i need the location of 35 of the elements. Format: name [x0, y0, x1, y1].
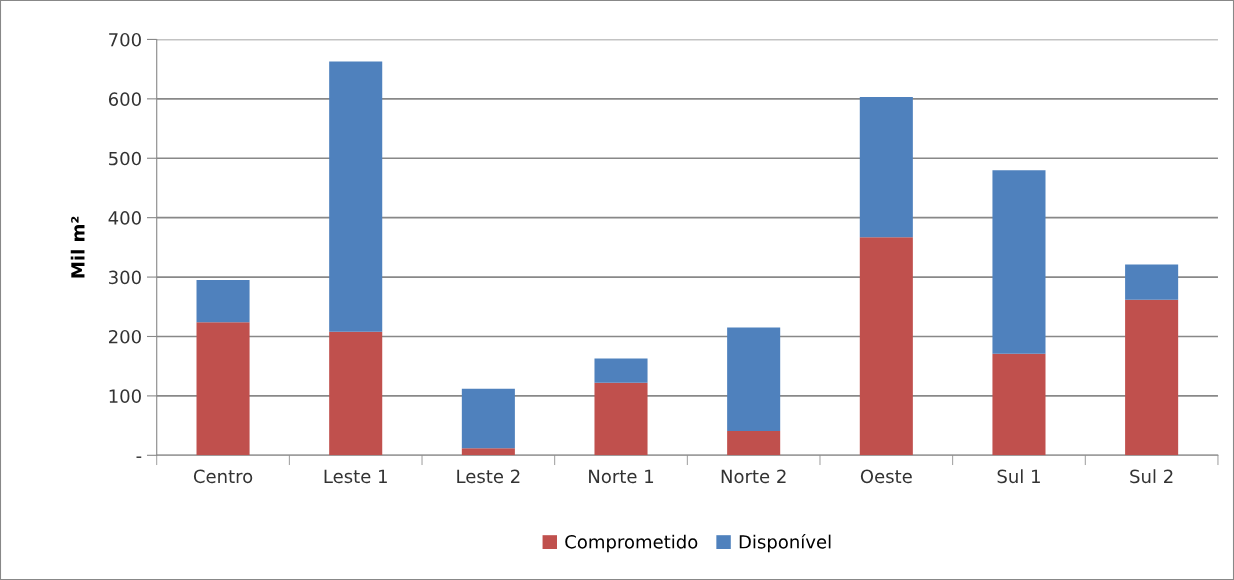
legend-label: Comprometido — [565, 534, 698, 553]
y-tick-label: 700 — [109, 32, 141, 47]
bar — [594, 382, 648, 456]
bar — [1125, 299, 1179, 456]
bar — [329, 331, 383, 456]
y-tick-label: 500 — [109, 151, 141, 166]
x-tick-label: Leste 1 — [324, 469, 387, 484]
bar — [329, 61, 383, 332]
bar — [727, 327, 781, 431]
y-axis-title: Mil m² — [70, 216, 85, 278]
bar — [1125, 264, 1179, 300]
y-tick-label: 400 — [108, 211, 141, 225]
y-tick-label: 600 — [108, 92, 141, 106]
legend-label: Disponível — [739, 533, 831, 553]
x-tick-label: Sul 1 — [997, 469, 1040, 484]
x-tick-label: Centro — [193, 469, 253, 484]
bar — [594, 358, 648, 383]
y-tick-label: 200 — [108, 329, 141, 344]
bar — [992, 170, 1046, 354]
x-tick-label: Norte 2 — [721, 469, 786, 484]
bar — [461, 388, 515, 449]
x-tick-label: Norte 1 — [589, 469, 654, 484]
y-tick-label: 300 — [109, 270, 141, 285]
x-tick-label: Leste 2 — [457, 469, 520, 484]
bar — [196, 280, 250, 323]
x-tick-label: Sul 2 — [1130, 469, 1173, 484]
bar — [196, 322, 250, 456]
x-tick-label: Oeste — [860, 469, 912, 484]
bar — [727, 430, 781, 456]
bar — [859, 237, 913, 456]
bar — [992, 353, 1046, 456]
bar — [859, 97, 913, 238]
y-tick-label: - — [136, 456, 142, 458]
bar — [461, 448, 515, 456]
y-tick-label: 100 — [109, 389, 141, 404]
